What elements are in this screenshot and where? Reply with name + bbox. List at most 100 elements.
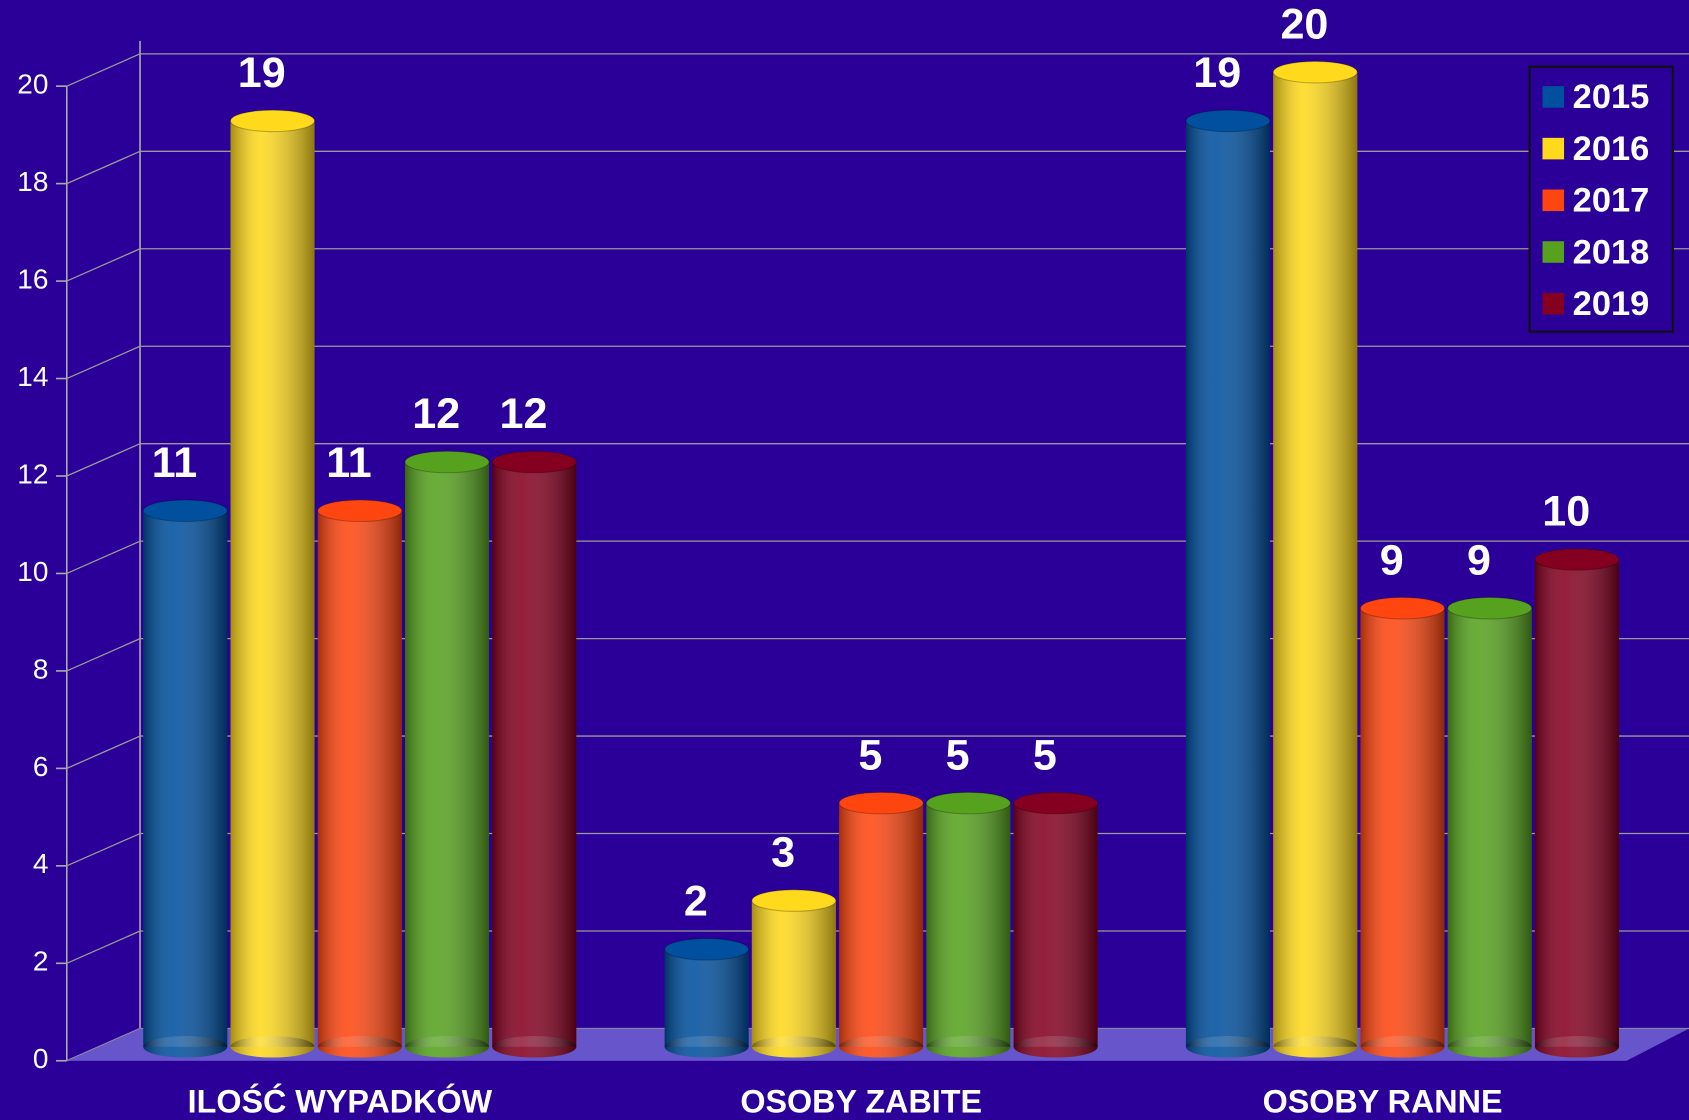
value-label: 19 — [1193, 49, 1241, 97]
bar — [1013, 791, 1099, 1058]
bar-top — [142, 499, 228, 523]
bar-bottom-shade — [1360, 1036, 1445, 1058]
bar-top — [317, 499, 403, 523]
bar — [317, 499, 403, 1058]
bar-shade — [230, 120, 315, 1047]
bar-top — [751, 889, 837, 912]
bar-top — [404, 450, 490, 474]
y-tick-label: 8 — [33, 653, 49, 684]
bar — [1359, 596, 1446, 1058]
y-tick-label: 12 — [17, 458, 48, 489]
value-label: 12 — [500, 390, 548, 438]
value-label: 5 — [946, 731, 970, 779]
grid-side — [66, 53, 141, 87]
legend-swatch — [1542, 86, 1565, 108]
legend-swatch — [1542, 241, 1565, 263]
bar-shade — [317, 510, 402, 1047]
grid-side — [66, 345, 141, 380]
bar-shade — [1360, 608, 1445, 1047]
bar-shade — [1013, 803, 1098, 1047]
value-label: 19 — [238, 49, 286, 97]
y-tick-label: 16 — [17, 263, 48, 294]
grid-side — [66, 443, 141, 477]
bar-top — [838, 791, 924, 815]
bar-bottom-shade — [492, 1036, 577, 1058]
legend-label: 2017 — [1573, 182, 1650, 220]
y-tick-label: 0 — [33, 1043, 49, 1074]
value-label: 11 — [152, 439, 198, 487]
x-tick-label: OSOBY ZABITE — [740, 1083, 982, 1119]
bar-shade — [751, 900, 836, 1047]
bar-top — [229, 109, 316, 133]
y-tick-label: 18 — [17, 166, 48, 197]
bar-shade — [1447, 608, 1532, 1047]
bar-top — [1534, 548, 1620, 571]
value-label: 9 — [1380, 536, 1404, 584]
y-tick-label: 6 — [33, 751, 49, 782]
value-label: 2 — [684, 877, 708, 925]
value-label: 20 — [1280, 0, 1328, 48]
grid-side — [66, 540, 141, 575]
bar-top — [925, 791, 1011, 815]
y-tick-label: 20 — [17, 69, 48, 100]
legend-label: 2016 — [1573, 130, 1650, 168]
value-label: 5 — [858, 731, 882, 779]
bar — [664, 938, 750, 1058]
y-tick-label: 14 — [17, 361, 48, 392]
bar-top — [491, 450, 577, 474]
bar-top — [1013, 791, 1099, 815]
bar-top — [1272, 60, 1358, 84]
x-tick-label: ILOŚĆ WYPADKÓW — [188, 1082, 493, 1119]
legend-swatch — [1542, 189, 1565, 212]
value-label: 10 — [1542, 488, 1590, 536]
bar-shade — [1534, 559, 1619, 1047]
grid-side — [66, 638, 141, 672]
bar-top — [1447, 596, 1533, 620]
bar-top — [1185, 109, 1271, 133]
bar-shade — [1185, 120, 1270, 1047]
bar — [925, 791, 1011, 1058]
bar-shade — [926, 803, 1011, 1047]
bar-bottom-shade — [1447, 1036, 1532, 1058]
value-label: 12 — [412, 390, 460, 438]
value-label: 5 — [1033, 731, 1057, 779]
legend-label: 2015 — [1573, 78, 1650, 116]
bar-top — [664, 938, 750, 961]
bar-shade — [492, 462, 577, 1047]
bar-bottom-shade — [1185, 1036, 1270, 1058]
bar-bottom-shade — [1013, 1036, 1098, 1058]
bar-bottom-shade — [1273, 1036, 1358, 1058]
grid-side — [66, 248, 141, 282]
value-label: 3 — [771, 829, 795, 877]
bar-bottom-shade — [230, 1036, 315, 1058]
bar-bottom-shade — [143, 1036, 228, 1058]
bar-shade — [664, 949, 749, 1047]
bar-bottom-shade — [317, 1036, 402, 1058]
bar — [838, 791, 924, 1058]
bar-bottom-shade — [664, 1036, 749, 1058]
bar — [1534, 548, 1620, 1058]
value-label: 11 — [326, 439, 372, 487]
bar — [1447, 596, 1533, 1058]
bar — [1185, 109, 1271, 1058]
value-label: 9 — [1467, 536, 1491, 584]
y-tick-label: 4 — [33, 848, 49, 879]
bar — [404, 450, 490, 1058]
legend-swatch — [1542, 137, 1565, 160]
bar-top — [1359, 596, 1446, 620]
bar — [142, 499, 228, 1058]
bar-shade — [1273, 72, 1358, 1047]
bar — [491, 450, 577, 1058]
bar-bottom-shade — [1534, 1036, 1619, 1058]
bar-bottom-shade — [839, 1036, 924, 1058]
grid-side — [66, 930, 141, 964]
y-tick-label: 10 — [17, 556, 48, 587]
bar-shade — [143, 510, 228, 1047]
bar — [1272, 60, 1358, 1058]
bar-bottom-shade — [751, 1036, 836, 1058]
legend-swatch — [1542, 292, 1565, 315]
bar-bottom-shade — [926, 1036, 1011, 1058]
bar — [751, 889, 837, 1058]
bar-bottom-shade — [405, 1036, 490, 1058]
